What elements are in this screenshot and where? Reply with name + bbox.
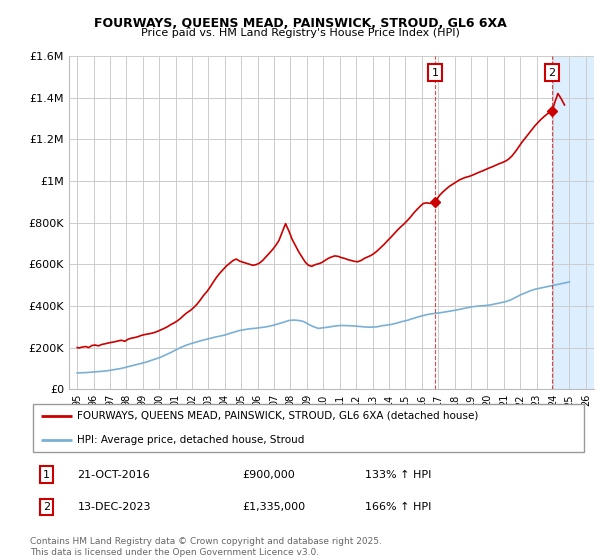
Text: 1: 1 — [431, 68, 439, 78]
Text: 2: 2 — [548, 68, 556, 78]
Text: 21-OCT-2016: 21-OCT-2016 — [77, 470, 150, 479]
Text: 1: 1 — [43, 470, 50, 479]
Text: FOURWAYS, QUEENS MEAD, PAINSWICK, STROUD, GL6 6XA: FOURWAYS, QUEENS MEAD, PAINSWICK, STROUD… — [94, 17, 506, 30]
Text: £1,335,000: £1,335,000 — [242, 502, 305, 512]
Bar — [552, 56, 594, 389]
Text: Contains HM Land Registry data © Crown copyright and database right 2025.
This d: Contains HM Land Registry data © Crown c… — [30, 537, 382, 557]
Text: 133% ↑ HPI: 133% ↑ HPI — [365, 470, 431, 479]
FancyBboxPatch shape — [33, 404, 584, 451]
Text: FOURWAYS, QUEENS MEAD, PAINSWICK, STROUD, GL6 6XA (detached house): FOURWAYS, QUEENS MEAD, PAINSWICK, STROUD… — [77, 411, 479, 421]
Text: 166% ↑ HPI: 166% ↑ HPI — [365, 502, 431, 512]
Text: HPI: Average price, detached house, Stroud: HPI: Average price, detached house, Stro… — [77, 435, 305, 445]
Text: Price paid vs. HM Land Registry's House Price Index (HPI): Price paid vs. HM Land Registry's House … — [140, 28, 460, 38]
Text: £900,000: £900,000 — [242, 470, 295, 479]
Text: 2: 2 — [43, 502, 50, 512]
Text: 13-DEC-2023: 13-DEC-2023 — [77, 502, 151, 512]
